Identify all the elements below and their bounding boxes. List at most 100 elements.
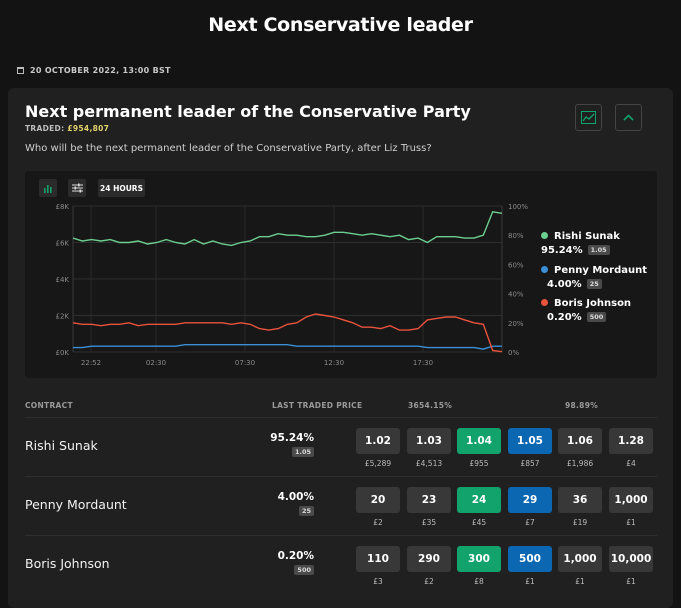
trend-chart-icon bbox=[581, 111, 596, 124]
y-left-tick: £4K bbox=[56, 276, 70, 284]
price-button[interactable]: 20 bbox=[356, 487, 400, 513]
price-button[interactable]: 1.02 bbox=[356, 428, 400, 454]
available-stake: £45 bbox=[471, 518, 487, 527]
price-button[interactable]: 24 bbox=[457, 487, 501, 513]
available-stake: £4,513 bbox=[415, 459, 443, 468]
y-right-tick: 60% bbox=[508, 261, 524, 269]
back-price-cell[interactable]: 1.02 £5,289 bbox=[356, 428, 400, 468]
series-line-rishi-sunak bbox=[72, 211, 503, 247]
bar-chart-icon bbox=[44, 184, 52, 193]
legend-item: Boris Johnson 0.20% 500 bbox=[541, 298, 631, 323]
legend-pct: 95.24% 1.05 bbox=[541, 245, 620, 256]
available-stake: £2 bbox=[424, 577, 434, 586]
volume-bars-button[interactable] bbox=[39, 179, 57, 197]
contract-name: Rishi Sunak bbox=[25, 438, 98, 453]
market-card: Next permanent leader of the Conservativ… bbox=[8, 88, 673, 608]
price-chart: £8K £6K £4K £2K £0K 100% 80% 60% 40% 20% 0% 22:52 02… bbox=[56, 203, 529, 367]
chart-panel: 24 HOURS £8K £6K £4K £2K £0K 100% 80% 60% 40% 20%… bbox=[25, 171, 657, 378]
collapse-button[interactable] bbox=[615, 104, 642, 131]
contract-row: Penny Mordaunt 4.00% 25 20 £2 23 £35 24 £45 29 £7 3… bbox=[25, 476, 657, 534]
price-button[interactable]: 10,000 bbox=[609, 546, 653, 572]
back-price-cell[interactable]: 24 £45 bbox=[457, 487, 501, 527]
market-title: Next permanent leader of the Conservativ… bbox=[25, 102, 471, 121]
legend-pct: 4.00% 25 bbox=[541, 279, 647, 290]
price-button[interactable]: 1.05 bbox=[508, 428, 552, 454]
available-stake: £857 bbox=[520, 459, 540, 468]
lay-price-cell[interactable]: 1,000 £1 bbox=[609, 487, 653, 527]
back-price-cell[interactable]: 20 £2 bbox=[356, 487, 400, 527]
price-button[interactable]: 290 bbox=[407, 546, 451, 572]
price-button[interactable]: 1,000 bbox=[609, 487, 653, 513]
available-stake: £4 bbox=[626, 459, 636, 468]
price-button[interactable]: 1,000 bbox=[558, 546, 602, 572]
back-price-cell[interactable]: 110 £3 bbox=[356, 546, 400, 586]
legend-pct-value: 95.24% bbox=[541, 245, 583, 256]
available-stake: £5,289 bbox=[364, 459, 392, 468]
lay-price-cell[interactable]: 1.28 £4 bbox=[609, 428, 653, 468]
last-traded-price: 0.20% 500 bbox=[278, 550, 314, 575]
price-button[interactable]: 1.06 bbox=[558, 428, 602, 454]
page-title: Next Conservative leader bbox=[208, 14, 473, 36]
y-left-tick: £0K bbox=[56, 349, 70, 357]
legend-name: Boris Johnson bbox=[554, 298, 632, 309]
price-button[interactable]: 1.04 bbox=[457, 428, 501, 454]
chart-toggle-button[interactable] bbox=[575, 104, 602, 131]
y-right-tick: 40% bbox=[508, 291, 524, 299]
available-stake: £3 bbox=[373, 577, 383, 586]
back-price-cell[interactable]: 290 £2 bbox=[407, 546, 451, 586]
price-button[interactable]: 110 bbox=[356, 546, 400, 572]
available-stake: £8 bbox=[474, 577, 484, 586]
lay-price-cell[interactable]: 500 £1 bbox=[508, 546, 552, 586]
y-right-tick: 20% bbox=[508, 320, 524, 328]
price-button[interactable]: 23 bbox=[407, 487, 451, 513]
price-button[interactable]: 1.28 bbox=[609, 428, 653, 454]
y-right-tick: 80% bbox=[508, 232, 524, 240]
available-stake: £1 bbox=[575, 577, 585, 586]
y-right-tick: 100% bbox=[508, 203, 528, 211]
x-tick: 17:30 bbox=[413, 359, 433, 367]
ltp-value: 95.24% bbox=[270, 432, 314, 444]
col-last-traded-price: LAST TRADED PRICE bbox=[272, 401, 363, 410]
contract-name: Boris Johnson bbox=[25, 556, 110, 571]
lay-price-cell[interactable]: 36 £19 bbox=[558, 487, 602, 527]
lay-price-cell[interactable]: 29 £7 bbox=[508, 487, 552, 527]
odds-badge: 25 bbox=[298, 506, 314, 516]
back-price-cell[interactable]: 1.04 £955 bbox=[457, 428, 501, 468]
available-stake: £7 bbox=[525, 518, 535, 527]
lay-price-cell[interactable]: 10,000 £1 bbox=[609, 546, 653, 586]
legend-dot-icon bbox=[541, 232, 548, 239]
col-contract: CONTRACT bbox=[25, 401, 73, 410]
y-left-tick: £2K bbox=[56, 313, 70, 321]
period-24-hours-button[interactable]: 24 HOURS bbox=[98, 179, 145, 197]
lay-price-cell[interactable]: 1.05 £857 bbox=[508, 428, 552, 468]
lay-price-cell[interactable]: 1.06 £1,986 bbox=[558, 428, 602, 468]
price-button[interactable]: 500 bbox=[508, 546, 552, 572]
price-button[interactable]: 300 bbox=[457, 546, 501, 572]
y-right-tick: 0% bbox=[508, 349, 519, 357]
available-stake: £955 bbox=[469, 459, 489, 468]
lay-price-cell[interactable]: 1,000 £1 bbox=[558, 546, 602, 586]
available-stake: £19 bbox=[572, 518, 588, 527]
back-price-cell[interactable]: 300 £8 bbox=[457, 546, 501, 586]
legend-dot-icon bbox=[541, 299, 548, 306]
x-tick: 02:30 bbox=[146, 359, 166, 367]
back-price-cell[interactable]: 1.03 £4,513 bbox=[407, 428, 451, 468]
legend-item: Rishi Sunak 95.24% 1.05 bbox=[541, 231, 620, 256]
contract-name: Penny Mordaunt bbox=[25, 497, 127, 512]
available-stake: £1 bbox=[626, 518, 636, 527]
price-button[interactable]: 29 bbox=[508, 487, 552, 513]
series-line-penny-mordaunt bbox=[73, 343, 502, 350]
available-stake: £35 bbox=[421, 518, 437, 527]
price-button[interactable]: 1.03 bbox=[407, 428, 451, 454]
chart-settings-button[interactable] bbox=[68, 179, 86, 197]
price-button[interactable]: 36 bbox=[558, 487, 602, 513]
back-price-cell[interactable]: 23 £35 bbox=[407, 487, 451, 527]
legend-pct: 0.20% 500 bbox=[541, 312, 631, 323]
date-row: 20 OCTOBER 2022, 13:00 BST bbox=[17, 66, 171, 75]
available-stake: £2 bbox=[373, 518, 383, 527]
traded-label: TRADED: bbox=[25, 124, 65, 133]
odds-badge: 500 bbox=[586, 312, 607, 322]
sliders-icon bbox=[71, 183, 83, 193]
ltp-value: 4.00% bbox=[277, 491, 314, 503]
available-stake: £1,986 bbox=[566, 459, 594, 468]
